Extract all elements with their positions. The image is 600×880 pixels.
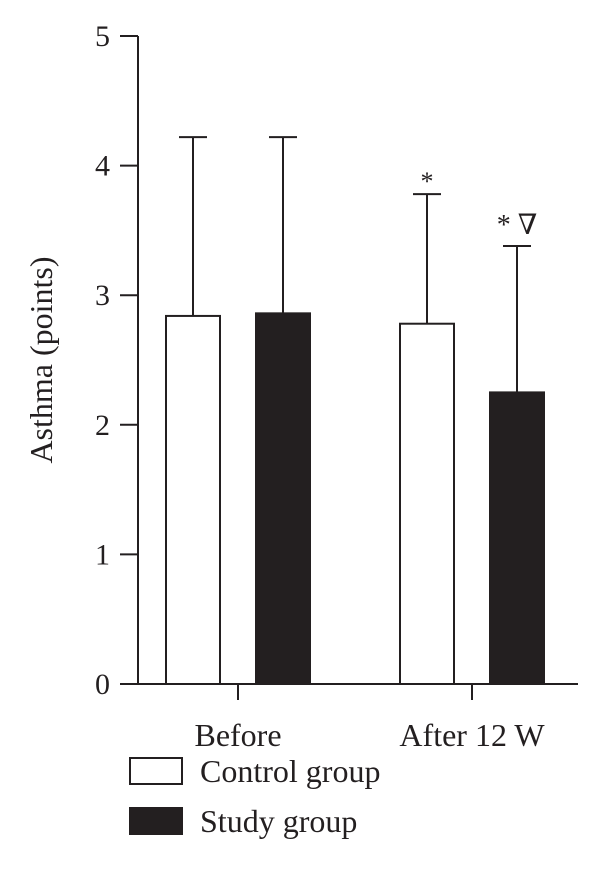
legend-swatch-study [129,807,183,835]
y-tick-label: 4 [95,150,110,183]
bars [165,136,545,685]
y-tick-label: 3 [95,279,110,312]
y-axis-label: Asthma (points) [23,256,59,463]
bar-study-before [255,312,311,685]
legend-label-control: Control group [200,753,380,789]
legend: Control group Study group [129,753,380,839]
y-tick-label: 0 [95,668,110,701]
y-tick-label: 2 [95,409,110,442]
significance-marker: * [421,167,434,196]
bar-study-after [489,391,545,685]
x-tick-label: After 12 W [399,717,545,753]
bar-control-before [165,314,221,685]
legend-label-study: Study group [200,803,357,839]
legend-swatch-control [129,757,183,785]
significance-marker: * ∇ [497,210,538,241]
y-tick-label: 1 [95,538,110,571]
x-tick-label: Before [194,717,281,753]
y-tick-label: 5 [95,20,110,53]
axes: 0 1 2 3 4 5 Before After 12 W [95,20,578,753]
significance-annotations: * * ∇ [421,167,538,241]
bar-control-after [399,322,455,685]
